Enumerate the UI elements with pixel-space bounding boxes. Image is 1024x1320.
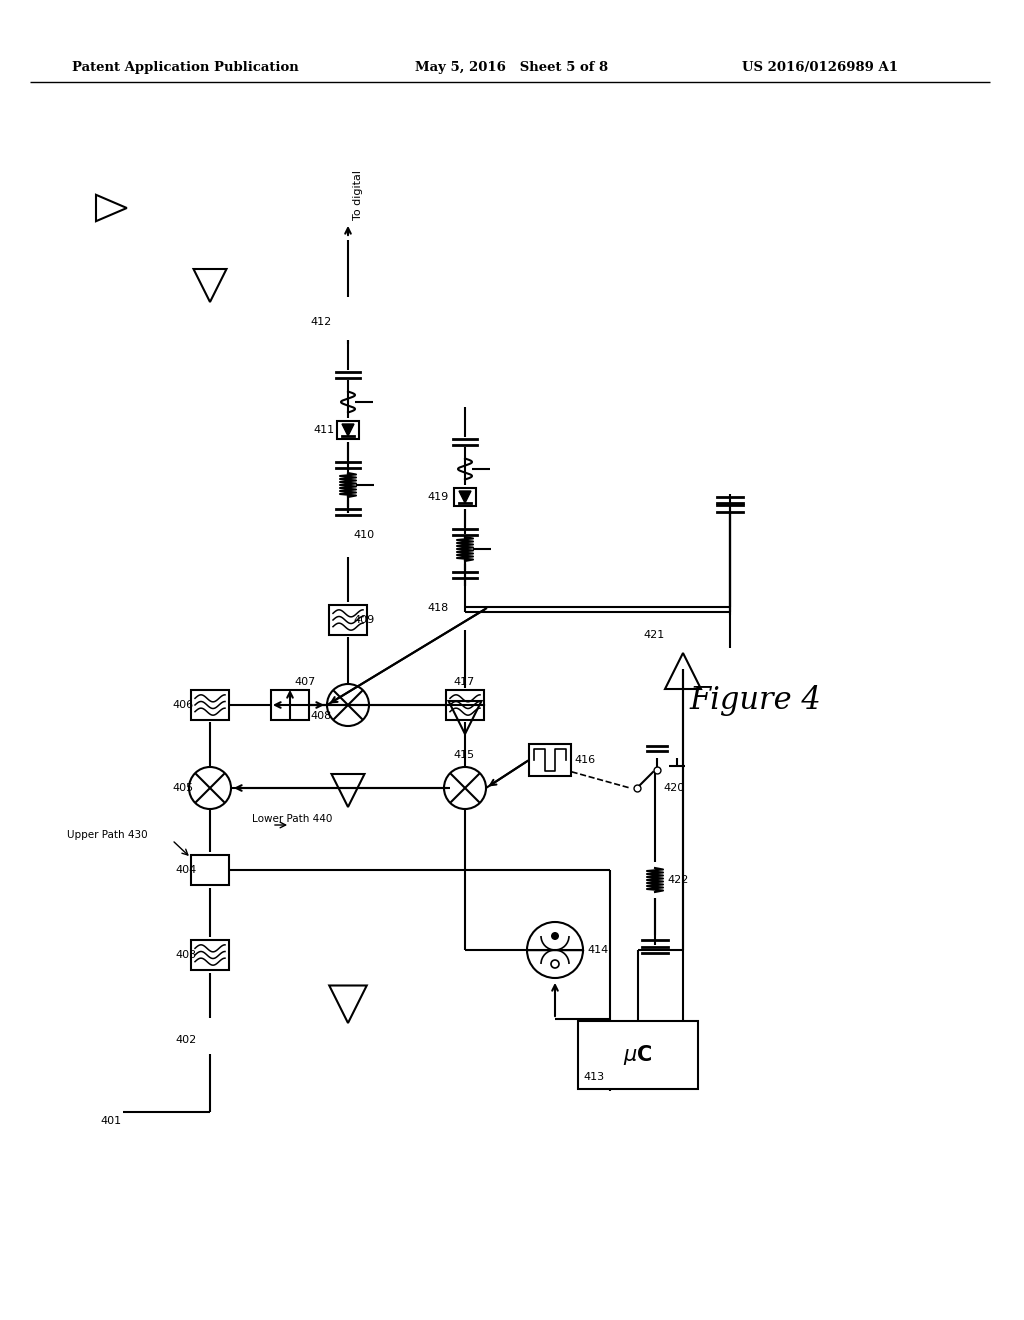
Text: 403: 403	[175, 950, 197, 960]
Circle shape	[551, 932, 559, 940]
Bar	[529, 744, 571, 776]
Text: 415: 415	[453, 750, 474, 760]
Text: US 2016/0126989 A1: US 2016/0126989 A1	[742, 61, 898, 74]
Text: Lower Path 440: Lower Path 440	[252, 814, 333, 824]
Text: 408: 408	[310, 711, 331, 721]
Text: 412: 412	[310, 317, 331, 327]
Bar	[191, 940, 229, 970]
Text: Upper Path 430: Upper Path 430	[68, 830, 148, 840]
Text: 419: 419	[427, 492, 449, 502]
Bar	[329, 605, 367, 635]
Text: Patent Application Publication: Patent Application Publication	[72, 61, 298, 74]
Polygon shape	[459, 491, 471, 503]
Text: 406: 406	[172, 700, 194, 710]
Text: 404: 404	[175, 865, 197, 875]
Text: 414: 414	[587, 945, 608, 954]
Text: May 5, 2016   Sheet 5 of 8: May 5, 2016 Sheet 5 of 8	[416, 61, 608, 74]
Text: 422: 422	[667, 875, 688, 884]
Text: 413: 413	[583, 1072, 604, 1082]
Text: 407: 407	[294, 677, 315, 686]
Bar	[446, 690, 484, 719]
Bar	[191, 855, 229, 884]
Bar	[271, 690, 309, 719]
Text: 417: 417	[453, 677, 474, 686]
Text: Figure 4: Figure 4	[689, 685, 821, 715]
Bar	[578, 1020, 698, 1089]
Text: 409: 409	[353, 615, 374, 624]
Bar	[337, 421, 359, 440]
Text: 418: 418	[427, 603, 449, 612]
Text: 421: 421	[643, 630, 665, 640]
Text: 401: 401	[100, 1115, 121, 1126]
Text: To digital: To digital	[353, 170, 362, 220]
Text: 405: 405	[172, 783, 194, 793]
Text: 410: 410	[353, 531, 374, 540]
Text: 416: 416	[574, 755, 595, 766]
Text: 420: 420	[663, 783, 684, 793]
Bar	[454, 488, 476, 506]
Polygon shape	[342, 424, 354, 436]
Text: $\mu$C: $\mu$C	[624, 1043, 652, 1067]
Text: 411: 411	[313, 425, 334, 436]
Text: 402: 402	[175, 1035, 197, 1045]
Bar	[191, 690, 229, 719]
